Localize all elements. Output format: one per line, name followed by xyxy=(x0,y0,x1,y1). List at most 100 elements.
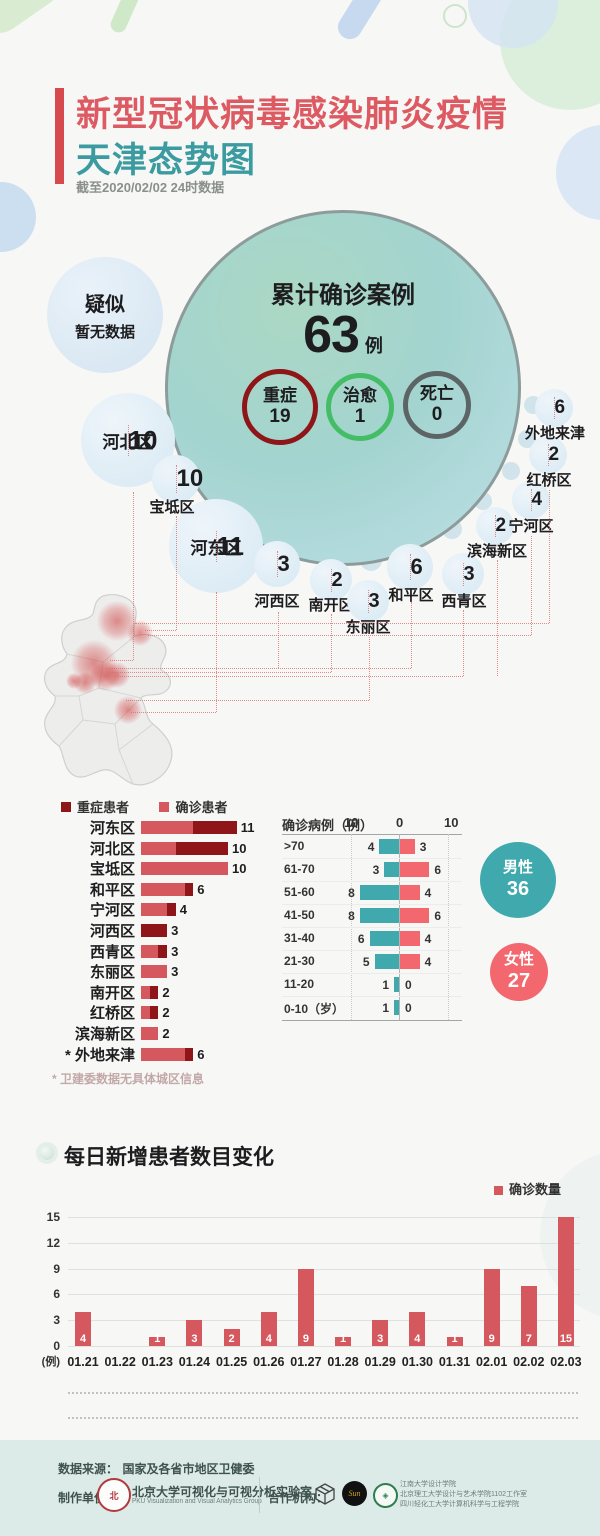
district-bar-total: 6 xyxy=(197,881,205,897)
leader-line xyxy=(278,612,279,668)
district-bar-label: 河西区 xyxy=(89,923,135,940)
daily-date-label: 01.24 xyxy=(178,1355,211,1369)
bar-segment-severe xyxy=(184,882,194,896)
female-bar xyxy=(400,954,420,969)
district-value: 10 xyxy=(127,424,158,456)
leader-line xyxy=(133,492,134,660)
footer-divider xyxy=(259,1477,260,1513)
partner-name: 北京理工大学设计与艺术学院1102工作室 xyxy=(400,1491,528,1498)
stat-circle-cured: 治愈 1 xyxy=(326,373,394,441)
female-label: 女性 xyxy=(503,951,534,968)
age-group-label: 0-10（岁） xyxy=(284,1002,345,1016)
age-group-label: >70 xyxy=(284,839,305,853)
leader-line xyxy=(118,676,463,677)
pyramid-row-separator xyxy=(282,950,462,951)
leader-line xyxy=(131,712,216,713)
pyramid-bottom-line xyxy=(282,1020,462,1021)
bar-segment-confirmed xyxy=(141,903,168,917)
male-value: 8 xyxy=(348,885,355,900)
bar-segment-confirmed xyxy=(141,841,176,855)
leader-line xyxy=(549,490,550,623)
district-value: 6 xyxy=(553,397,566,419)
female-value: 27 xyxy=(507,970,531,992)
daily-gridline xyxy=(68,1320,580,1322)
district-bubble-xiqing: 3 xyxy=(442,553,484,595)
daily-date-label: 01.26 xyxy=(253,1355,285,1369)
daily-date-label: 01.21 xyxy=(67,1355,99,1369)
header-accent-bar xyxy=(55,88,64,184)
district-label-ninghe: 宁河区 xyxy=(508,518,554,535)
leader-line xyxy=(531,536,532,635)
daily-gridline xyxy=(68,1346,580,1347)
district-bubble-hedong: 河东区 11 xyxy=(169,499,263,593)
daily-bar: 2 xyxy=(223,1328,240,1346)
bar-segment-confirmed xyxy=(141,985,150,999)
male-bar xyxy=(374,954,399,969)
bar-segment-confirmed xyxy=(141,821,194,834)
daily-bar-value: 1 xyxy=(451,1332,458,1345)
green-logo-glyph: ◈ xyxy=(382,1491,389,1500)
district-bar-row: * 外地来津 6 xyxy=(55,1046,204,1064)
district-bar-label: 河北区 xyxy=(89,840,135,858)
bar-segment-severe xyxy=(149,1006,159,1020)
daily-bar-value: 9 xyxy=(488,1332,495,1345)
district-bar xyxy=(141,1047,194,1061)
male-value: 36 xyxy=(506,878,530,900)
district-bar-label: 东丽区 xyxy=(89,964,135,982)
bar-segment-confirmed xyxy=(141,944,159,958)
pyramid-row-separator xyxy=(282,904,462,905)
daily-bar: 9 xyxy=(297,1268,314,1346)
district-bubble-binhai: 2 xyxy=(476,507,514,545)
dotted-divider xyxy=(68,1417,578,1419)
pyramid-axis-tick: 10 xyxy=(444,815,459,830)
age-group-label: 51-60 xyxy=(284,885,315,899)
pyramid-top-line xyxy=(282,834,462,835)
district-label-hexi: 河西区 xyxy=(254,593,300,610)
female-value: 0 xyxy=(405,1000,412,1015)
pyramid-row-separator xyxy=(282,881,462,882)
daily-chart-legend: 确诊数量 xyxy=(494,1179,561,1198)
age-group-label: 41-50 xyxy=(284,908,315,922)
district-bar-total: 3 xyxy=(171,943,179,959)
section-bullet-icon xyxy=(36,1142,58,1164)
district-chart-legend: 重症患者 确诊患者 xyxy=(61,797,253,816)
daily-date-label: 01.25 xyxy=(215,1355,248,1369)
stat-label: 重症 xyxy=(263,386,297,406)
age-group-label: 61-70 xyxy=(284,862,315,876)
producer-name-cn: 北京大学可视化与可视分析实验室 xyxy=(132,1485,313,1499)
partner-logo-sun: Sun xyxy=(342,1481,367,1506)
daily-bar: 7 xyxy=(520,1285,537,1346)
district-bubble-dongli: 3 xyxy=(347,580,389,622)
pyramid-title: 确诊病例（例） xyxy=(282,818,374,833)
district-bubble-baodi: 10 xyxy=(152,455,203,503)
daily-bar: 15 xyxy=(557,1217,574,1346)
total-value-row: 63 例 xyxy=(168,305,518,365)
district-bar xyxy=(141,985,159,999)
daily-ytick: 6 xyxy=(53,1287,60,1302)
district-bar-label: 滨海新区 xyxy=(74,1026,135,1043)
source-value: 国家及各省市地区卫健委 xyxy=(122,1462,255,1476)
district-bubble-hongqiao: 2 xyxy=(529,436,567,474)
district-bar-total: 10 xyxy=(232,861,247,877)
district-value: 6 xyxy=(409,554,423,580)
district-value: 3 xyxy=(276,551,290,577)
gender-female-circle: 女性 27 xyxy=(490,943,548,1001)
total-unit: 例 xyxy=(364,336,383,356)
decor-blob xyxy=(333,0,387,44)
map-hotspot xyxy=(104,662,130,688)
stat-value: 19 xyxy=(269,405,291,427)
female-bar xyxy=(400,931,420,946)
bar-segment-confirmed xyxy=(141,1027,159,1040)
daily-ytick: 3 xyxy=(53,1313,60,1328)
district-value: 4 xyxy=(530,489,543,511)
district-bar-total: 2 xyxy=(162,984,170,1000)
leader-line xyxy=(148,635,531,636)
stat-circle-severe: 重症 19 xyxy=(242,369,318,445)
district-bar-label: * 外地来津 xyxy=(64,1046,135,1064)
female-value: 4 xyxy=(424,954,432,969)
female-bar xyxy=(400,885,420,900)
leader-line xyxy=(135,623,549,624)
daily-date-label: 01.28 xyxy=(327,1355,359,1369)
partner-logo-cube xyxy=(315,1483,335,1505)
daily-bar: 4 xyxy=(75,1311,91,1346)
